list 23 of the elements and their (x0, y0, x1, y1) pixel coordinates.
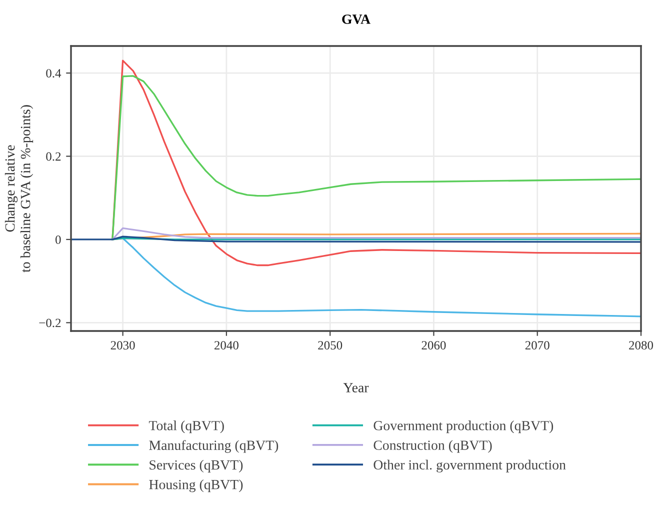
y-tick-label: 0.2 (46, 152, 61, 161)
x-tick-label: 2040 (214, 341, 238, 350)
x-tick-label: 2080 (629, 341, 654, 350)
legend-label: Manufacturing (qBVT) (149, 440, 278, 453)
legend-label: Other incl. government production (374, 460, 566, 472)
x-axis-title: Year (343, 383, 369, 392)
legend-label: Construction (qBVT) (374, 440, 492, 453)
x-tick-label: 2070 (525, 341, 550, 350)
line-series (112, 60, 641, 266)
y-tick-label: −0.2 (39, 318, 61, 328)
x-tick-label: 2060 (422, 341, 446, 350)
x-tick-label: 2030 (110, 341, 135, 350)
line-series (112, 227, 641, 240)
legend-label: Total (qBVT) (148, 420, 224, 434)
y-axis-title: Change relative to baseline GVA (in %-points) (4, 105, 34, 272)
y-tick-label: 0 (56, 235, 61, 244)
line-series (112, 75, 641, 240)
legend-label: Government production (qBVT) (374, 420, 554, 434)
x-tick-label: 2050 (318, 341, 342, 350)
legend-label: Services (qBVT) (150, 460, 243, 472)
legend-label: Housing (qBVT) (149, 480, 243, 492)
chart-title: GVA (342, 14, 370, 24)
y-tick-label: 0.4 (46, 69, 62, 78)
